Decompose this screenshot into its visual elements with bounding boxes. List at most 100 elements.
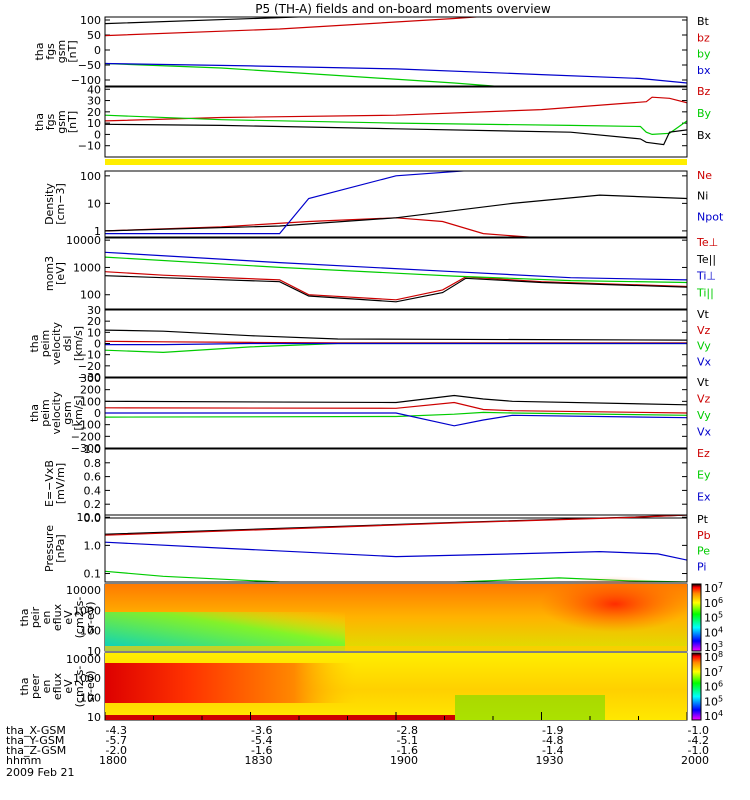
y-tick-label: −20 xyxy=(78,360,101,373)
series-vt xyxy=(105,329,687,341)
y-tick-label: −100 xyxy=(71,74,101,87)
panel-pressure: 10.0 1.0 0.1 Pt Pb Pe Pi Pressure[nPa] xyxy=(43,511,711,583)
panel-frame xyxy=(104,86,688,158)
y-tick-label: 0.1 xyxy=(84,568,102,581)
series-vx xyxy=(105,412,687,427)
legend-npot: Npot xyxy=(697,210,724,223)
x-row-value: -5.7 xyxy=(106,734,127,747)
x-row-value: -3.6 xyxy=(251,724,272,737)
panels: 100500−50−100Btbzbybxthafgsgsm[nT]403020… xyxy=(18,14,724,724)
y-tick-label: −300 xyxy=(71,442,101,455)
x-row-value: -2.8 xyxy=(397,724,418,737)
series-vt xyxy=(105,394,687,406)
y-axis-label: tha xyxy=(28,404,41,422)
legend-bx: Bx xyxy=(697,129,712,142)
y-axis-label: tha xyxy=(18,608,31,626)
y-axis-label: gsm xyxy=(61,401,74,424)
y-tick-label: −200 xyxy=(71,430,101,443)
legend-te: Te|| xyxy=(696,253,716,266)
ion-colorbar xyxy=(691,583,702,652)
legend-ex: Ex xyxy=(697,490,711,503)
y-axis-label: sr-eV) xyxy=(84,601,97,633)
y-axis-label: gsm xyxy=(55,110,68,133)
series-vx xyxy=(105,342,687,346)
legend-vt: Vt xyxy=(697,376,710,389)
colorbar-tick-label: 105 xyxy=(704,611,723,625)
colorbar-tick-label: 105 xyxy=(704,694,723,708)
colorbar-tick-label: 108 xyxy=(704,650,723,664)
series-bt xyxy=(105,17,312,25)
y-tick-label: 0.0 xyxy=(84,512,102,525)
y-axis-label: peim xyxy=(39,399,52,427)
y-tick-label: 10 xyxy=(87,117,101,130)
legend-bz: Bz xyxy=(697,85,711,98)
y-axis-label: mom3 xyxy=(43,256,56,291)
y-axis-label: [cm−3] xyxy=(54,183,67,225)
legend-vx: Vx xyxy=(697,355,712,368)
y-axis-label: [nT] xyxy=(66,40,79,62)
x-row-value: 1900 xyxy=(390,754,418,767)
y-tick-label: 10 xyxy=(87,645,101,658)
x-row-value: -1.6 xyxy=(251,744,272,757)
colorbar-tick-label: 106 xyxy=(704,596,723,610)
x-row-label: hhmm xyxy=(6,754,41,767)
y-tick-label: 100 xyxy=(80,395,101,408)
y-axis-label: en xyxy=(40,611,53,625)
y-tick-label: 0 xyxy=(94,44,101,57)
y-axis-label: eflux xyxy=(51,672,64,700)
panel-density: 100 10 1 Ne Ni Npot Density[cm−3] xyxy=(43,169,724,238)
y-axis-label: tha xyxy=(33,42,46,60)
x-row-value: -2.0 xyxy=(106,744,127,757)
colorbar-tick-label: 107 xyxy=(704,581,723,595)
legend-by: By xyxy=(697,107,712,120)
y-tick-label: 20 xyxy=(87,106,101,119)
y-axis-label: velocity xyxy=(50,391,63,434)
y-axis-label: [nPa] xyxy=(54,534,67,562)
x-row-value: -5.4 xyxy=(251,734,272,747)
y-axis-label: peim xyxy=(39,330,52,358)
series-ti xyxy=(105,251,687,281)
series-bx xyxy=(105,62,687,84)
quality-flag-bar xyxy=(105,159,687,165)
y-tick-label: 0 xyxy=(94,338,101,351)
colorbar-tick-label: 106 xyxy=(704,680,723,694)
panel-frame xyxy=(104,170,688,238)
legend-by: by xyxy=(697,48,711,61)
y-axis-label: Density xyxy=(43,183,56,225)
legend-ni: Ni xyxy=(697,190,708,203)
panel-temperature: 10000 1000 100 Te⊥ Te|| Ti⊥ Ti|| mom3[eV] xyxy=(43,234,718,310)
legend-vy: Vy xyxy=(697,409,711,422)
panel-frame xyxy=(104,309,688,378)
panel-frame xyxy=(104,16,688,87)
legend-ey: Ey xyxy=(697,469,711,482)
y-tick-label: 10 xyxy=(87,326,101,339)
x-row-label: tha_Y-GSM xyxy=(6,734,64,747)
y-tick-label: −30 xyxy=(78,371,101,384)
y-tick-label: 10 xyxy=(87,197,101,210)
series-by xyxy=(105,114,687,136)
colorbar-tick-label: 104 xyxy=(704,709,723,723)
y-tick-label: 1000 xyxy=(73,261,101,274)
legend-te: Te⊥ xyxy=(696,236,718,249)
x-row-value: -5.1 xyxy=(397,734,418,747)
y-tick-label: −50 xyxy=(78,59,101,72)
y-axis-label: dsl xyxy=(61,336,74,352)
series-te xyxy=(105,271,687,301)
y-tick-label: 10.0 xyxy=(77,511,102,524)
y-axis-label: eV xyxy=(62,610,75,625)
x-row-value: -4.8 xyxy=(542,734,563,747)
series-bz xyxy=(105,17,484,37)
y-axis-label: Pressure xyxy=(43,525,56,572)
y-axis-label: E=−VxB xyxy=(43,460,56,507)
y-axis-label: (cm2-s- xyxy=(73,666,86,708)
y-axis-label: en xyxy=(40,680,53,694)
panel-frame xyxy=(104,514,688,583)
y-axis-label: velocity xyxy=(50,322,63,365)
x-row-value: 1930 xyxy=(536,754,564,767)
panel-frame xyxy=(104,237,688,310)
y-tick-label: 100 xyxy=(80,625,101,638)
